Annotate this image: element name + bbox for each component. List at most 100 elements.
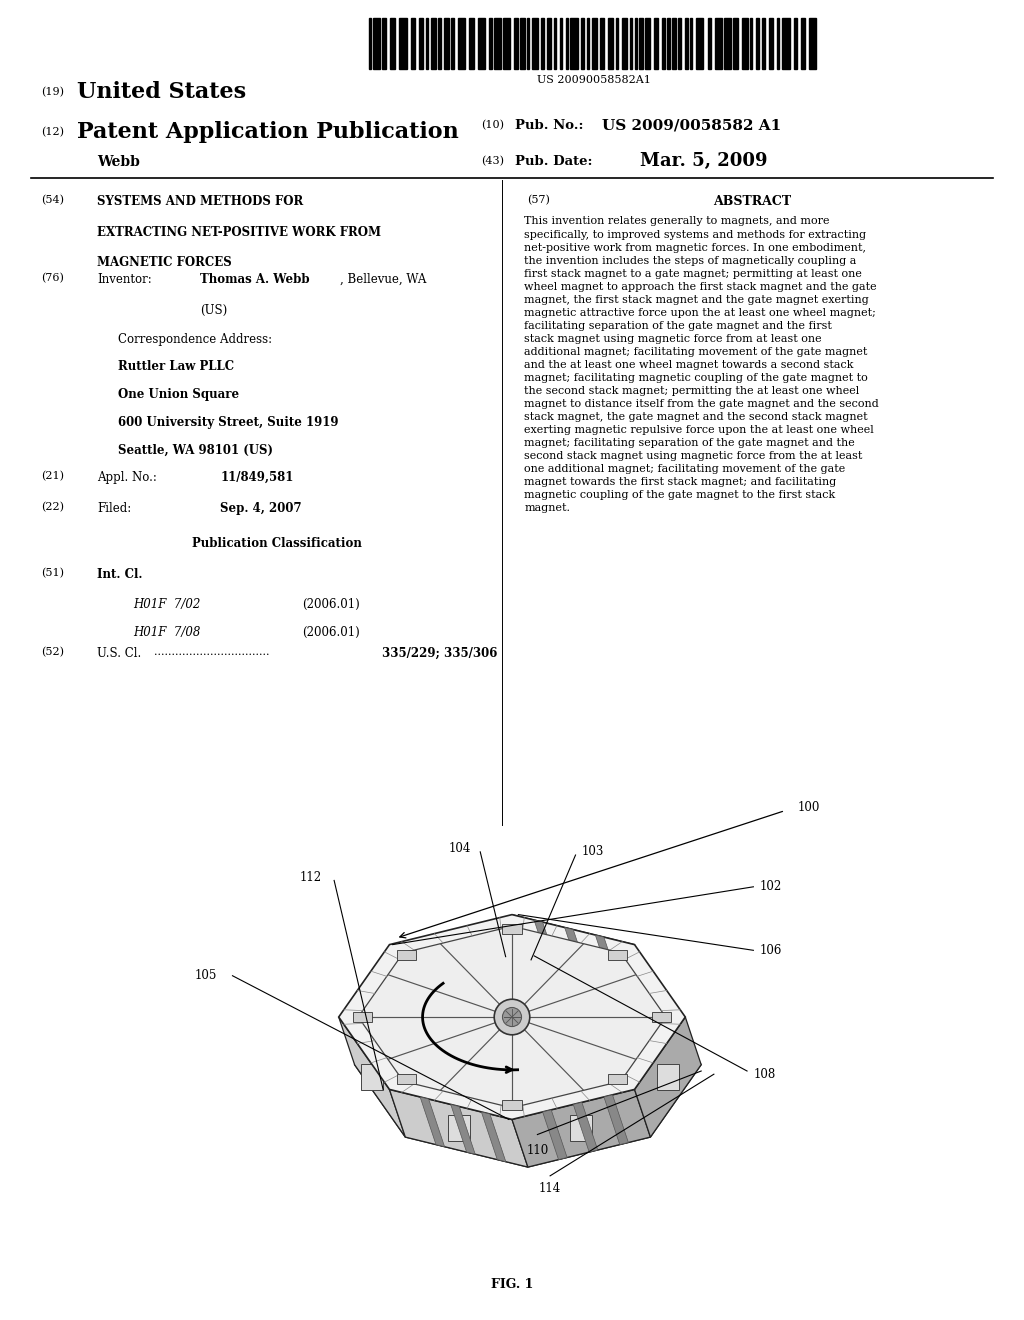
Bar (426, 18, 428, 69)
Bar (639, 18, 643, 69)
Text: 105: 105 (195, 969, 217, 982)
Polygon shape (543, 1110, 567, 1159)
Text: Publication Classification: Publication Classification (191, 537, 361, 550)
Text: , Bellevue, WA: , Bellevue, WA (340, 273, 426, 286)
Text: (2006.01): (2006.01) (302, 598, 359, 611)
Bar (514, 18, 518, 69)
Polygon shape (635, 1016, 701, 1137)
Bar (662, 18, 665, 69)
Bar (708, 18, 711, 69)
Bar (685, 18, 688, 69)
Bar (469, 18, 474, 69)
Bar (592, 18, 597, 69)
Circle shape (503, 1007, 521, 1027)
Text: 112: 112 (299, 871, 322, 884)
Text: (19): (19) (41, 87, 63, 98)
Bar (397, 1074, 416, 1085)
Polygon shape (339, 1016, 406, 1137)
Text: US 20090058582A1: US 20090058582A1 (537, 75, 651, 86)
Text: (57): (57) (527, 195, 550, 206)
Bar (560, 18, 562, 69)
Text: United States: United States (77, 82, 246, 103)
Bar (570, 18, 578, 69)
Bar (554, 18, 556, 69)
Bar (724, 18, 731, 69)
Bar (566, 18, 568, 69)
Polygon shape (420, 1097, 444, 1147)
Text: Sep. 4, 2007: Sep. 4, 2007 (220, 502, 302, 515)
Polygon shape (389, 1089, 528, 1167)
Polygon shape (564, 928, 589, 977)
Bar (541, 18, 544, 69)
Bar (645, 18, 650, 69)
Text: US 2009/0058582 A1: US 2009/0058582 A1 (602, 119, 781, 132)
Text: (22): (22) (41, 502, 63, 512)
Bar (651, 1012, 671, 1022)
Text: Pub. No.:: Pub. No.: (515, 119, 584, 132)
Text: Webb: Webb (97, 156, 140, 169)
Text: This invention relates generally to magnets, and more
specifically, to improved : This invention relates generally to magn… (524, 216, 879, 513)
Text: One Union Square: One Union Square (118, 388, 239, 401)
Text: Ruttler Law PLLC: Ruttler Law PLLC (118, 360, 233, 374)
Polygon shape (451, 1105, 475, 1154)
Bar (438, 18, 441, 69)
FancyBboxPatch shape (570, 940, 592, 966)
Circle shape (495, 999, 529, 1035)
Bar (390, 18, 395, 69)
Text: U.S. Cl.: U.S. Cl. (97, 647, 141, 660)
Bar (431, 18, 436, 69)
Bar (397, 949, 416, 960)
Polygon shape (595, 935, 620, 985)
Bar (794, 18, 797, 69)
Polygon shape (481, 1111, 506, 1162)
Text: (43): (43) (481, 156, 504, 166)
Bar (527, 18, 529, 69)
Bar (777, 18, 779, 69)
Text: EXTRACTING NET-POSITIVE WORK FROM: EXTRACTING NET-POSITIVE WORK FROM (97, 226, 381, 239)
Text: (US): (US) (200, 304, 227, 317)
Text: ABSTRACT: ABSTRACT (714, 195, 792, 209)
Bar (678, 18, 681, 69)
Bar (608, 18, 613, 69)
Bar (608, 1074, 627, 1085)
Text: (12): (12) (41, 127, 63, 137)
Polygon shape (358, 927, 666, 1107)
Bar (742, 18, 748, 69)
Bar (369, 18, 371, 69)
Text: Mar. 5, 2009: Mar. 5, 2009 (640, 152, 768, 170)
Text: (21): (21) (41, 471, 63, 482)
Text: Appl. No.:: Appl. No.: (97, 471, 157, 484)
Text: 104: 104 (449, 842, 471, 855)
Bar (733, 18, 738, 69)
Bar (762, 18, 765, 69)
Text: (2006.01): (2006.01) (302, 626, 359, 639)
Bar (769, 18, 773, 69)
Bar (373, 18, 380, 69)
Bar (715, 18, 722, 69)
Text: (54): (54) (41, 195, 63, 206)
Bar (750, 18, 752, 69)
Bar (672, 18, 676, 69)
Text: Int. Cl.: Int. Cl. (97, 568, 142, 581)
FancyBboxPatch shape (447, 1115, 470, 1142)
Polygon shape (573, 1102, 598, 1152)
Bar (547, 18, 551, 69)
Bar (696, 18, 703, 69)
Polygon shape (604, 1094, 629, 1144)
Bar (608, 949, 627, 960)
Text: Pub. Date:: Pub. Date: (515, 154, 593, 168)
Polygon shape (535, 920, 558, 970)
Bar (635, 18, 637, 69)
Bar (667, 18, 670, 69)
Bar (494, 18, 501, 69)
Bar (782, 18, 790, 69)
Bar (654, 18, 658, 69)
Text: (76): (76) (41, 273, 63, 284)
Bar (399, 18, 407, 69)
Text: 106: 106 (760, 944, 782, 957)
Bar (353, 1012, 373, 1022)
Bar (801, 18, 805, 69)
Text: Seattle, WA 98101 (US): Seattle, WA 98101 (US) (118, 444, 272, 457)
Bar (600, 18, 604, 69)
Text: (10): (10) (481, 120, 504, 131)
